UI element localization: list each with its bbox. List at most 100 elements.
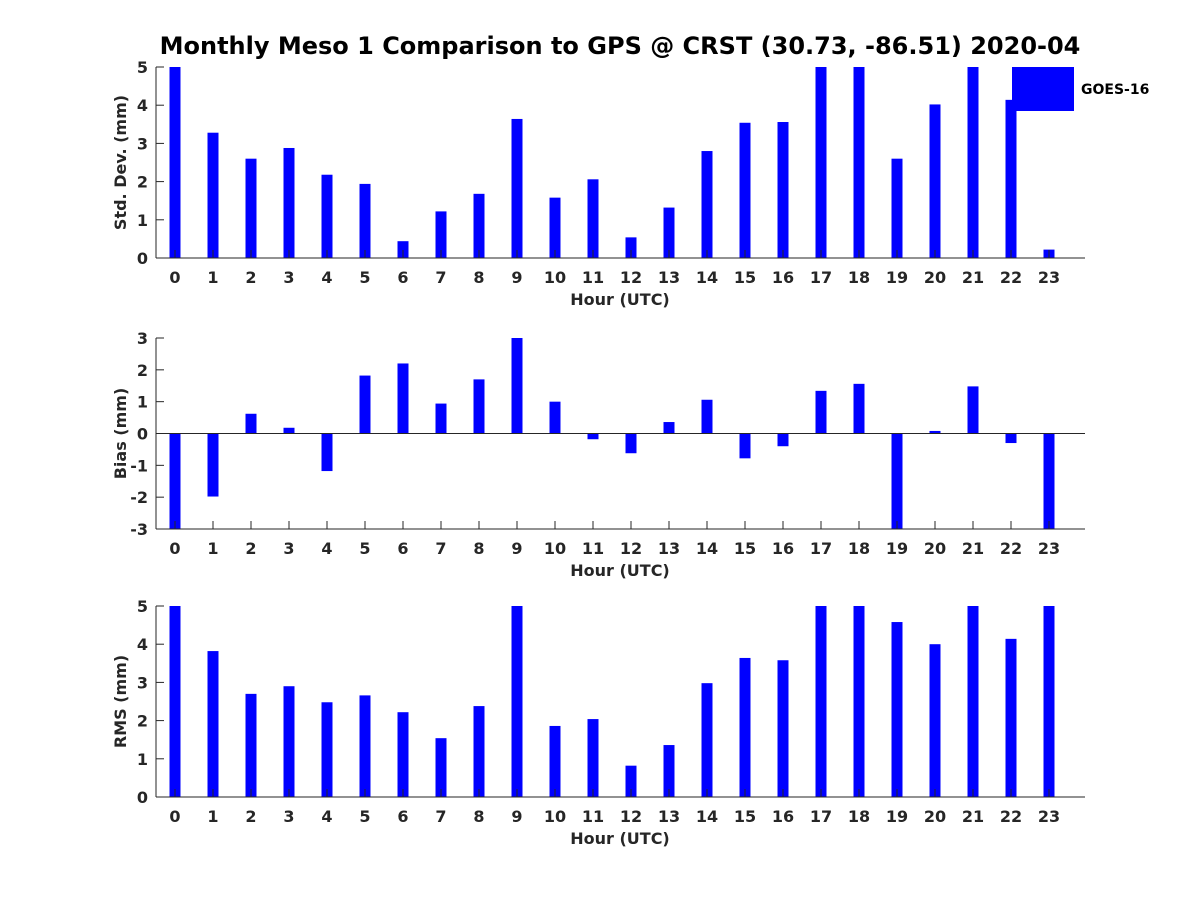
bar (207, 433, 219, 497)
bar (1043, 606, 1055, 797)
x-tick-label: 7 (435, 807, 446, 826)
y-tick-label: 0 (137, 788, 148, 807)
bar (815, 606, 827, 797)
bar (777, 433, 789, 447)
bar (663, 745, 675, 797)
bar (625, 765, 637, 797)
x-tick-label: 10 (544, 268, 566, 287)
bar (435, 738, 447, 797)
x-tick-label: 0 (169, 807, 180, 826)
x-tick-label: 16 (772, 807, 794, 826)
x-tick-label: 14 (696, 807, 718, 826)
bar (739, 122, 751, 258)
x-tick-label: 2 (245, 268, 256, 287)
bar (1005, 433, 1017, 444)
bar (245, 693, 257, 797)
bar (283, 686, 295, 797)
bar (815, 67, 827, 258)
x-tick-label: 19 (886, 539, 908, 558)
x-tick-label: 3 (283, 268, 294, 287)
bar (207, 651, 219, 797)
bar (891, 433, 903, 529)
x-tick-label: 14 (696, 539, 718, 558)
bar (891, 622, 903, 797)
bar (891, 158, 903, 258)
y-tick-label: -2 (130, 488, 148, 507)
x-tick-label: 15 (734, 268, 756, 287)
x-tick-label: 8 (473, 807, 484, 826)
bar (359, 375, 371, 434)
x-tick-label: 4 (321, 539, 332, 558)
x-tick-label: 2 (245, 539, 256, 558)
bar (967, 606, 979, 797)
x-tick-label: 7 (435, 268, 446, 287)
bar (967, 386, 979, 434)
x-tick-label: 15 (734, 539, 756, 558)
x-tick-label: 17 (810, 268, 832, 287)
bar (701, 399, 713, 434)
bar (1005, 638, 1017, 797)
y-tick-label: 3 (137, 134, 148, 153)
x-tick-label: 10 (544, 807, 566, 826)
x-tick-label: 5 (359, 807, 370, 826)
bar (245, 158, 257, 258)
bar (359, 183, 371, 258)
bar (739, 433, 751, 459)
x-tick-label: 14 (696, 268, 718, 287)
y-tick-label: 5 (137, 597, 148, 616)
y-tick-label: -3 (130, 520, 148, 539)
x-tick-label: 3 (283, 539, 294, 558)
bar (663, 207, 675, 258)
y-tick-label: 0 (137, 249, 148, 268)
x-tick-label: 12 (620, 539, 642, 558)
bar (169, 606, 181, 797)
x-tick-label: 12 (620, 268, 642, 287)
x-axis-label: Hour (UTC) (570, 290, 670, 309)
legend-label: GOES-16 (1081, 82, 1149, 98)
bar (511, 118, 523, 259)
bar (967, 67, 979, 258)
x-tick-label: 8 (473, 539, 484, 558)
bar (245, 413, 257, 434)
x-tick-label: 9 (511, 268, 522, 287)
x-tick-label: 4 (321, 807, 332, 826)
x-tick-label: 1 (207, 539, 218, 558)
bar (853, 606, 865, 797)
x-tick-label: 9 (511, 807, 522, 826)
x-tick-label: 13 (658, 268, 680, 287)
y-tick-label: 2 (137, 361, 148, 380)
x-tick-label: 13 (658, 539, 680, 558)
bar (625, 237, 637, 258)
bar (397, 363, 409, 434)
bar (473, 706, 485, 797)
y-tick-label: 4 (137, 96, 148, 115)
bar (549, 725, 561, 797)
bar (473, 193, 485, 258)
x-tick-label: 21 (962, 268, 984, 287)
x-tick-label: 18 (848, 807, 870, 826)
x-tick-label: 16 (772, 268, 794, 287)
bar (853, 67, 865, 258)
x-tick-label: 6 (397, 539, 408, 558)
bar (663, 422, 675, 434)
bar (511, 338, 523, 434)
bar (359, 695, 371, 797)
x-tick-label: 9 (511, 539, 522, 558)
chart-title: Monthly Meso 1 Comparison to GPS @ CRST … (160, 32, 1081, 60)
bar (397, 241, 409, 258)
x-tick-label: 17 (810, 539, 832, 558)
x-tick-label: 18 (848, 268, 870, 287)
x-tick-label: 20 (924, 539, 946, 558)
y-tick-label: 1 (137, 393, 148, 412)
bar (549, 197, 561, 258)
x-tick-label: 23 (1038, 807, 1060, 826)
y-tick-label: 3 (137, 329, 148, 348)
y-tick-label: -1 (130, 456, 148, 475)
x-axis-label: Hour (UTC) (570, 561, 670, 580)
bar (853, 383, 865, 434)
bar (549, 401, 561, 434)
x-tick-label: 21 (962, 539, 984, 558)
x-tick-label: 6 (397, 268, 408, 287)
